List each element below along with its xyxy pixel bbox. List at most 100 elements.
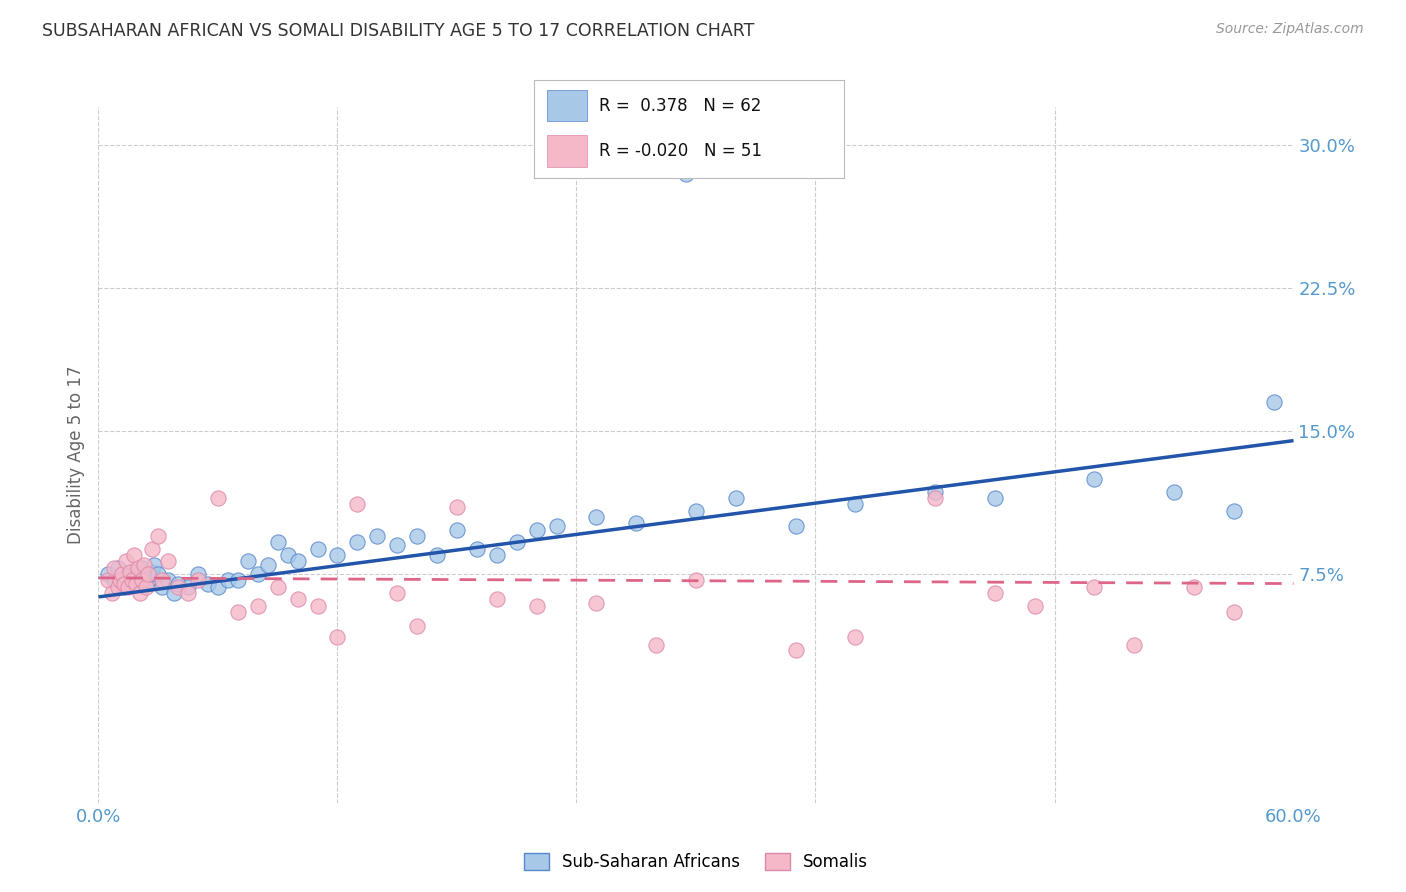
Point: [226, 605, 249, 619]
Point: [139, 567, 162, 582]
Point: [1083, 472, 1105, 486]
Point: [246, 567, 269, 582]
Point: [526, 599, 548, 614]
Point: [197, 576, 219, 591]
Point: [115, 554, 138, 568]
Point: [277, 548, 299, 562]
Y-axis label: Disability Age 5 to 17: Disability Age 5 to 17: [66, 366, 84, 544]
Point: [446, 500, 468, 515]
Point: [134, 558, 156, 572]
Point: [131, 573, 153, 587]
Point: [924, 485, 946, 500]
Point: [129, 586, 152, 600]
Point: [167, 581, 190, 595]
Point: [134, 569, 156, 583]
Point: [148, 567, 170, 582]
Point: [844, 496, 866, 510]
Point: [346, 534, 368, 549]
Point: [135, 576, 157, 591]
Point: [685, 504, 707, 518]
Point: [167, 576, 190, 591]
Point: [143, 558, 166, 572]
Point: [135, 581, 157, 595]
Point: [307, 599, 329, 614]
Point: [127, 567, 149, 582]
Point: [121, 573, 143, 587]
Bar: [547, 90, 586, 121]
Point: [207, 581, 229, 595]
Point: [585, 509, 607, 524]
Point: [485, 591, 508, 606]
Point: [675, 167, 697, 181]
Point: [187, 567, 209, 582]
Point: [157, 554, 180, 568]
Point: [110, 573, 132, 587]
Point: [267, 581, 290, 595]
Point: [1024, 599, 1046, 614]
Point: [287, 591, 309, 606]
Point: [236, 554, 259, 568]
Point: [157, 573, 180, 587]
Point: [112, 576, 135, 591]
Point: [103, 561, 125, 575]
Point: [626, 516, 648, 530]
Point: [207, 491, 229, 505]
Point: [385, 586, 409, 600]
Point: [177, 581, 200, 595]
Point: [446, 523, 468, 537]
Point: [112, 581, 135, 595]
Point: [385, 539, 409, 553]
Point: [406, 529, 429, 543]
Point: [924, 491, 946, 505]
Point: [136, 573, 159, 587]
Point: [136, 567, 159, 582]
Point: [1123, 638, 1146, 652]
Point: [526, 523, 548, 537]
Point: [366, 529, 388, 543]
Text: SUBSAHARAN AFRICAN VS SOMALI DISABILITY AGE 5 TO 17 CORRELATION CHART: SUBSAHARAN AFRICAN VS SOMALI DISABILITY …: [42, 22, 755, 40]
Point: [724, 491, 747, 505]
Point: [1083, 581, 1105, 595]
Point: [177, 586, 200, 600]
Point: [506, 534, 529, 549]
Point: [107, 581, 129, 595]
Point: [1182, 581, 1205, 595]
Point: [121, 565, 143, 579]
Point: [131, 561, 153, 575]
Point: [148, 529, 170, 543]
Point: [217, 573, 239, 587]
Point: [120, 565, 142, 579]
Point: [150, 573, 173, 587]
Bar: [547, 136, 586, 167]
Point: [406, 618, 429, 632]
Point: [984, 586, 1007, 600]
Point: [141, 542, 163, 557]
Point: [117, 581, 139, 595]
Point: [127, 561, 149, 575]
Point: [785, 643, 807, 657]
Text: R = -0.020   N = 51: R = -0.020 N = 51: [599, 142, 762, 160]
Point: [150, 581, 173, 595]
Point: [465, 542, 488, 557]
Point: [307, 542, 329, 557]
Point: [645, 638, 668, 652]
Point: [685, 573, 707, 587]
Point: [187, 573, 209, 587]
Point: [984, 491, 1007, 505]
Point: [326, 548, 349, 562]
Point: [844, 630, 866, 644]
Point: [585, 596, 607, 610]
Point: [120, 573, 142, 587]
Text: R =  0.378   N = 62: R = 0.378 N = 62: [599, 97, 762, 115]
Legend: Sub-Saharan Africans, Somalis: Sub-Saharan Africans, Somalis: [517, 847, 875, 878]
Point: [346, 496, 368, 510]
Point: [1222, 605, 1246, 619]
Point: [141, 565, 163, 579]
Point: [107, 561, 129, 575]
Text: Source: ZipAtlas.com: Source: ZipAtlas.com: [1216, 22, 1364, 37]
Point: [1163, 485, 1185, 500]
Point: [546, 519, 568, 533]
Point: [129, 573, 152, 587]
Point: [97, 573, 120, 587]
Point: [163, 586, 186, 600]
